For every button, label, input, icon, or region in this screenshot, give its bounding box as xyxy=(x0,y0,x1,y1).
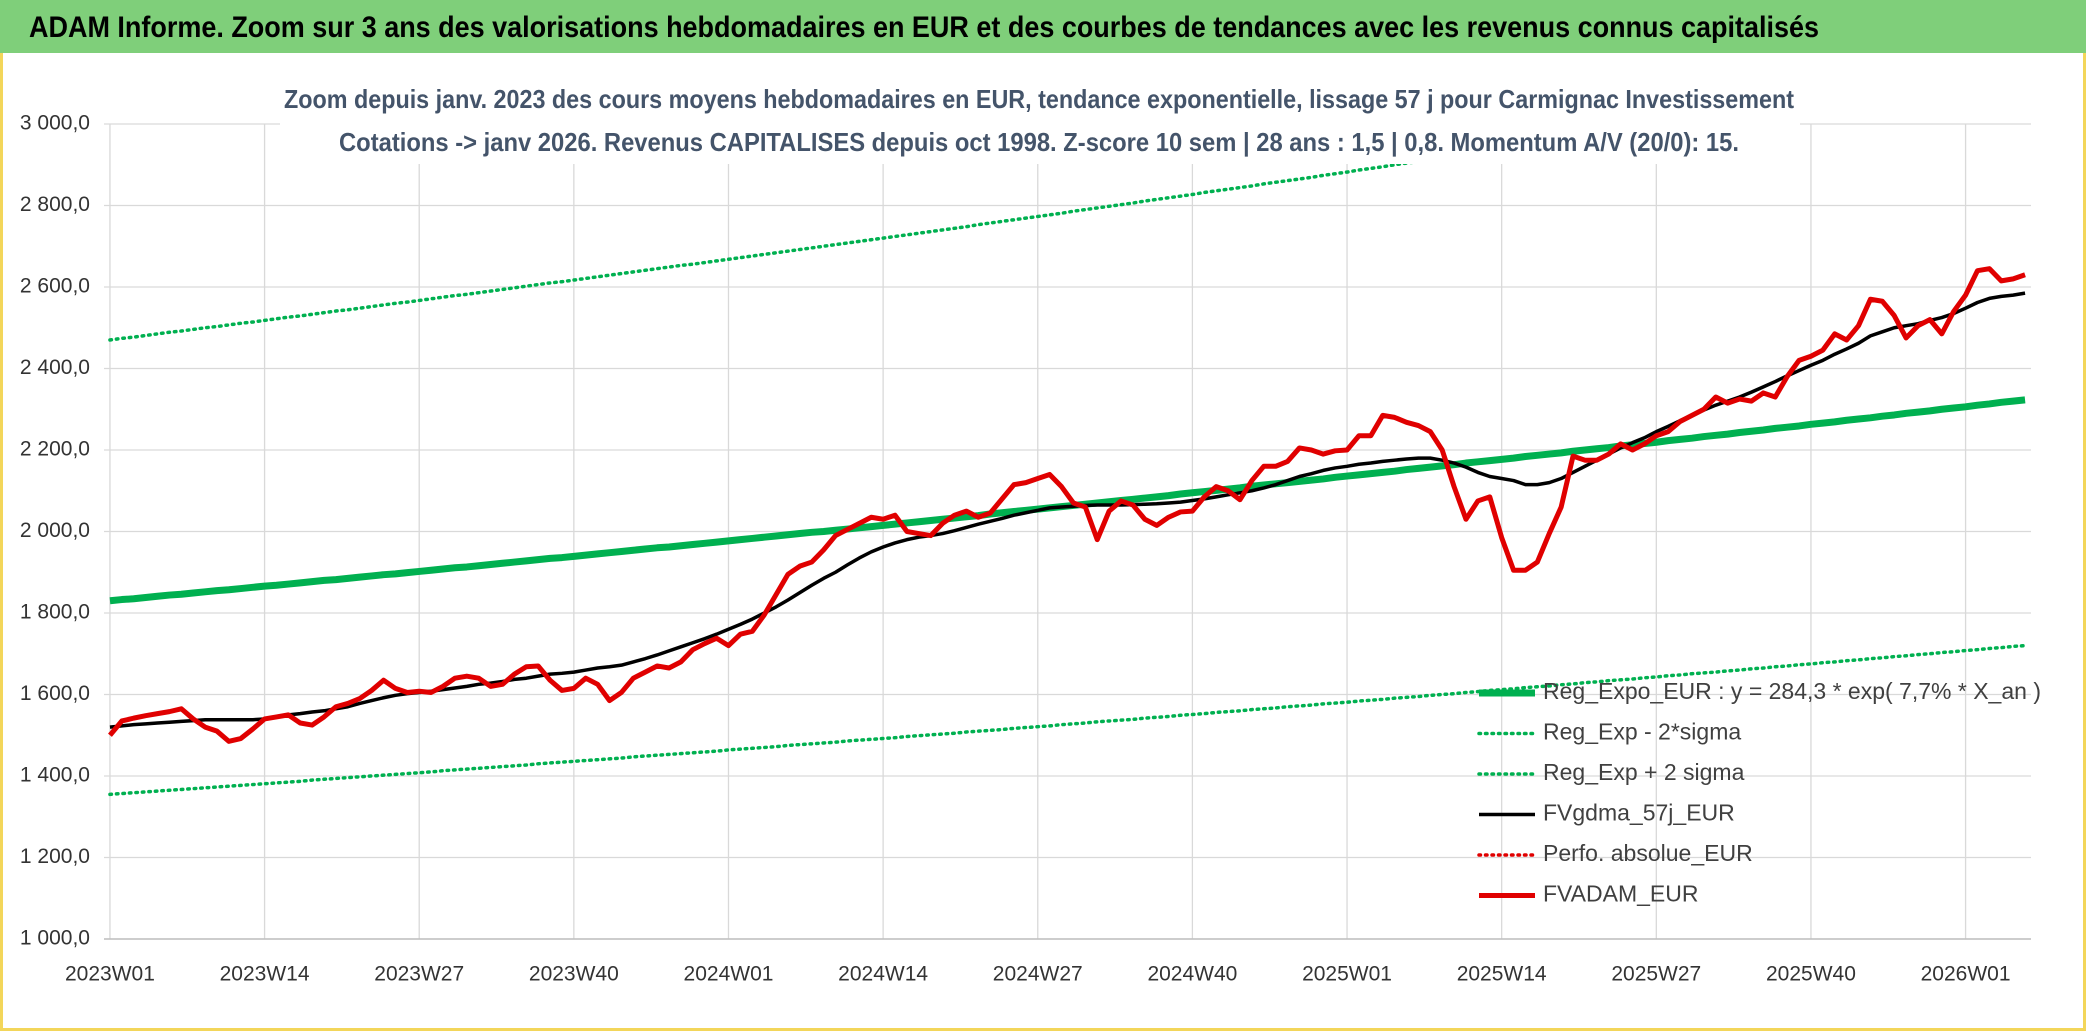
y-tick-label: 3 000,0 xyxy=(20,112,90,135)
y-tick-label: 2 400,0 xyxy=(20,356,90,379)
banner-title: ADAM Informe. Zoom sur 3 ans des valoris… xyxy=(29,11,1819,44)
y-tick-label: 2 800,0 xyxy=(20,193,90,216)
x-tick-label: 2024W01 xyxy=(684,963,774,986)
y-tick-label: 1 200,0 xyxy=(20,845,90,868)
y-tick-label: 1 000,0 xyxy=(20,927,90,950)
legend-label: Reg_Exp + 2 sigma xyxy=(1543,759,1745,785)
y-tick-label: 1 400,0 xyxy=(20,764,90,787)
x-tick-label: 2023W40 xyxy=(529,963,619,986)
legend-label: FVgdma_57j_EUR xyxy=(1543,800,1735,826)
chart-title: Zoom depuis janv. 2023 des cours moyens … xyxy=(284,84,1794,114)
x-tick-label: 2026W01 xyxy=(1921,963,2011,986)
series-line xyxy=(108,643,2027,797)
x-tick-label: 2025W40 xyxy=(1766,963,1856,986)
y-tick-label: 1 800,0 xyxy=(20,601,90,624)
legend-label: Reg_Exp - 2*sigma xyxy=(1543,719,1741,745)
x-tick-label: 2024W14 xyxy=(838,963,928,986)
x-tick-label: 2024W27 xyxy=(993,963,1083,986)
x-tick-label: 2025W01 xyxy=(1302,963,1392,986)
x-tick-label: 2024W40 xyxy=(1147,963,1237,986)
title-box xyxy=(280,80,1800,164)
banner xyxy=(0,0,2086,53)
legend-label: Reg_Expo_EUR : y = 284,3 * exp( 7,7% * X… xyxy=(1543,678,2041,704)
x-tick-label: 2023W14 xyxy=(220,963,310,986)
grid: 1 000,0 1 200,0 1 400,0 1 600,0 1 800,0 2 000… xyxy=(20,112,2031,986)
legend-label: FVADAM_EUR xyxy=(1543,881,1699,907)
legend-label: Perfo. absolue_EUR xyxy=(1543,840,1753,866)
x-tick-label: 2025W14 xyxy=(1457,963,1547,986)
series-layer xyxy=(108,124,2027,797)
y-tick-label: 1 600,0 xyxy=(20,682,90,705)
x-tick-label: 2023W27 xyxy=(374,963,464,986)
series-line xyxy=(108,266,2026,744)
legend: Reg_Expo_EUR : y = 284,3 * exp( 7,7% * X… xyxy=(1477,678,2041,907)
x-tick-label: 2025W27 xyxy=(1611,963,1701,986)
y-tick-label: 2 600,0 xyxy=(20,275,90,298)
y-tick-label: 2 000,0 xyxy=(20,519,90,542)
chart-subtitle: Cotations -> janv 2026. Revenus CAPITALI… xyxy=(339,127,1739,157)
y-tick-label: 2 200,0 xyxy=(20,438,90,461)
x-tick-label: 2023W01 xyxy=(65,963,155,986)
